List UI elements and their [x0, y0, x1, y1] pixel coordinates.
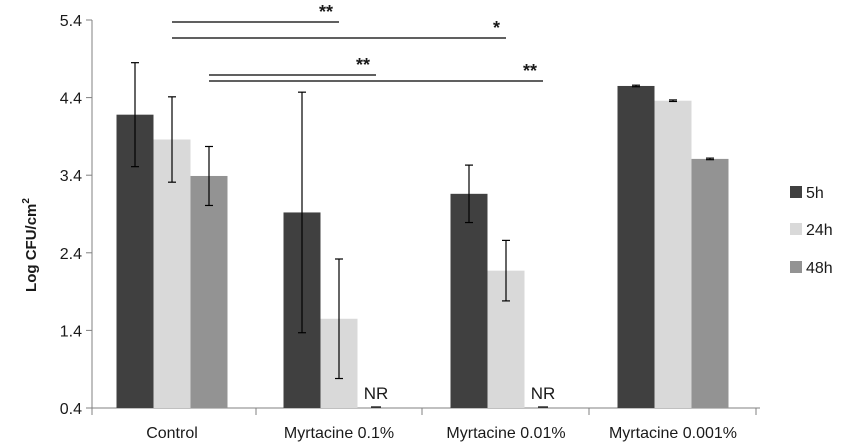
- bar-24h: [153, 139, 191, 408]
- legend-label: 5h: [806, 185, 824, 202]
- y-tick-label: 5.4: [60, 13, 82, 30]
- y-axis-label-superscript: 2: [21, 198, 32, 204]
- error-bar: [205, 145, 213, 207]
- y-axis: 0.4 1.4 2.4 3.4 4.4 5.4: [60, 13, 93, 418]
- bar-48h: [691, 158, 729, 408]
- x-category-label: Myrtacine 0.1%: [284, 425, 394, 442]
- error-bar: [502, 239, 510, 302]
- annotations: NR NR: [364, 384, 556, 408]
- legend-item-24h: 24h: [790, 222, 833, 239]
- y-axis-label-text: Log CFU/cm: [23, 204, 40, 292]
- significance-label: *: [493, 18, 500, 38]
- bar-48h: [190, 175, 228, 408]
- nr-label: NR: [364, 384, 389, 403]
- legend: 5h 24h 48h: [790, 185, 833, 277]
- bar-24h: [654, 100, 692, 408]
- legend-item-48h: 48h: [790, 260, 833, 277]
- error-bar: [298, 91, 306, 334]
- legend-swatch: [790, 186, 802, 198]
- x-category-label: Myrtacine 0.01%: [446, 425, 565, 442]
- legend-label: 48h: [806, 260, 833, 277]
- y-tick-label: 4.4: [60, 91, 82, 108]
- significance-label: **: [523, 61, 537, 81]
- y-tick-label: 2.4: [60, 246, 82, 263]
- x-category-label: Myrtacine 0.001%: [609, 425, 737, 442]
- error-bar: [131, 62, 139, 168]
- error-bar: [168, 96, 176, 183]
- error-bar: [706, 157, 714, 161]
- significance-label: **: [356, 55, 370, 75]
- error-bar: [335, 258, 343, 380]
- bars: [116, 85, 729, 409]
- x-category-label: Control: [146, 425, 198, 442]
- error-bar: [465, 164, 473, 224]
- legend-swatch: [790, 223, 802, 235]
- x-axis: Control Myrtacine 0.1% Myrtacine 0.01% Myrt…: [91, 407, 760, 442]
- legend-swatch: [790, 261, 802, 273]
- y-tick-label: 1.4: [60, 323, 82, 340]
- legend-label: 24h: [806, 222, 833, 239]
- error-bars: [131, 62, 714, 380]
- y-tick-label: 3.4: [60, 168, 82, 185]
- y-tick-label: 0.4: [60, 401, 82, 418]
- y-axis-label: Log CFU/cm2: [21, 198, 40, 292]
- significance-label: **: [319, 2, 333, 22]
- error-bar: [669, 99, 677, 103]
- bar-5h: [450, 193, 488, 408]
- nr-label: NR: [531, 384, 556, 403]
- legend-item-5h: 5h: [790, 185, 824, 202]
- significance-brackets: ***** **: [172, 2, 543, 82]
- bar-5h: [617, 85, 655, 409]
- error-bar: [632, 84, 640, 88]
